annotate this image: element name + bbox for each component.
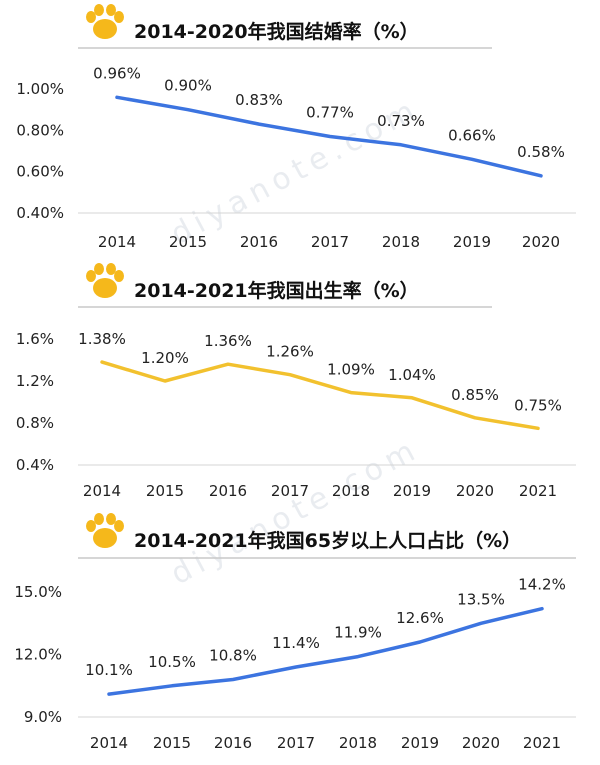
data-label: 0.73% xyxy=(377,112,425,130)
y-tick-label: 15.0% xyxy=(14,583,62,601)
data-label: 0.58% xyxy=(517,143,565,161)
paw-icon xyxy=(86,513,124,548)
y-tick-label: 1.2% xyxy=(16,372,54,390)
series-line xyxy=(107,606,544,696)
y-tick-label: 0.40% xyxy=(16,204,64,222)
x-tick-label: 2016 xyxy=(214,734,252,752)
x-tick-label: 2019 xyxy=(393,482,431,500)
x-tick-label: 2015 xyxy=(146,482,184,500)
data-label: 0.75% xyxy=(514,396,562,414)
paw-icon xyxy=(86,263,124,298)
x-tick-label: 2020 xyxy=(462,734,500,752)
x-tick-label: 2019 xyxy=(401,734,439,752)
watermark: diyanote.com xyxy=(165,431,426,592)
data-label: 1.26% xyxy=(266,343,314,361)
y-tick-label: 0.8% xyxy=(16,414,54,432)
data-label: 0.83% xyxy=(235,91,283,109)
data-label: 0.96% xyxy=(93,64,141,82)
x-tick-label: 2018 xyxy=(332,482,370,500)
y-tick-label: 0.4% xyxy=(16,456,54,474)
chart-title: 2014-2021年我国65岁以上人口占比（%） xyxy=(134,529,521,552)
data-label: 0.90% xyxy=(164,77,212,95)
x-tick-label: 2017 xyxy=(311,233,349,251)
x-tick-label: 2015 xyxy=(169,233,207,251)
x-tick-label: 2017 xyxy=(271,482,309,500)
paw-icon xyxy=(86,4,124,39)
data-label: 10.8% xyxy=(209,647,257,665)
x-tick-label: 2021 xyxy=(523,734,561,752)
y-tick-label: 0.80% xyxy=(16,121,64,139)
y-tick-label: 1.6% xyxy=(16,330,54,348)
y-tick-label: 9.0% xyxy=(24,708,62,726)
data-label: 10.5% xyxy=(148,653,196,671)
data-label: 13.5% xyxy=(457,590,505,608)
chart-title: 2014-2021年我国出生率（%） xyxy=(134,279,419,302)
x-tick-label: 2018 xyxy=(339,734,377,752)
x-tick-label: 2016 xyxy=(240,233,278,251)
chart-title: 2014-2020年我国结婚率（%） xyxy=(134,20,419,43)
data-label: 0.66% xyxy=(448,126,496,144)
x-tick-label: 2015 xyxy=(153,734,191,752)
x-tick-label: 2014 xyxy=(83,482,121,500)
data-label: 1.36% xyxy=(204,332,252,350)
data-label: 12.6% xyxy=(396,609,444,627)
data-label: 1.04% xyxy=(388,366,436,384)
y-tick-label: 0.60% xyxy=(16,163,64,181)
data-label: 11.4% xyxy=(272,634,320,652)
data-label: 14.2% xyxy=(518,576,566,594)
data-label: 0.85% xyxy=(451,386,499,404)
x-tick-label: 2017 xyxy=(277,734,315,752)
x-tick-label: 2014 xyxy=(98,233,136,251)
marriage-rate-chart: 2014-2020年我国结婚率（%） 0.40%0.60%0.80%1.00% … xyxy=(16,4,576,251)
y-tick-label: 1.00% xyxy=(16,80,64,98)
aging-population-chart: 2014-2021年我国65岁以上人口占比（%） 9.0%12.0%15.0% … xyxy=(14,513,576,752)
x-tick-label: 2020 xyxy=(456,482,494,500)
y-tick-label: 12.0% xyxy=(14,646,62,664)
data-label: 11.9% xyxy=(334,624,382,642)
data-label: 0.77% xyxy=(306,104,354,122)
birth-rate-chart: 2014-2021年我国出生率（%） 0.4% 0.8% 1.2% 1.6% 2014… xyxy=(16,263,576,500)
x-tick-label: 2021 xyxy=(519,482,557,500)
series-line xyxy=(115,95,543,178)
data-label: 1.20% xyxy=(141,349,189,367)
data-label: 1.09% xyxy=(327,361,375,379)
data-label: 10.1% xyxy=(85,661,133,679)
x-tick-label: 2019 xyxy=(453,233,491,251)
x-tick-label: 2018 xyxy=(382,233,420,251)
data-label: 1.38% xyxy=(78,330,126,348)
x-tick-label: 2014 xyxy=(90,734,128,752)
x-tick-label: 2016 xyxy=(209,482,247,500)
series-line xyxy=(100,360,540,431)
x-tick-label: 2020 xyxy=(522,233,560,251)
